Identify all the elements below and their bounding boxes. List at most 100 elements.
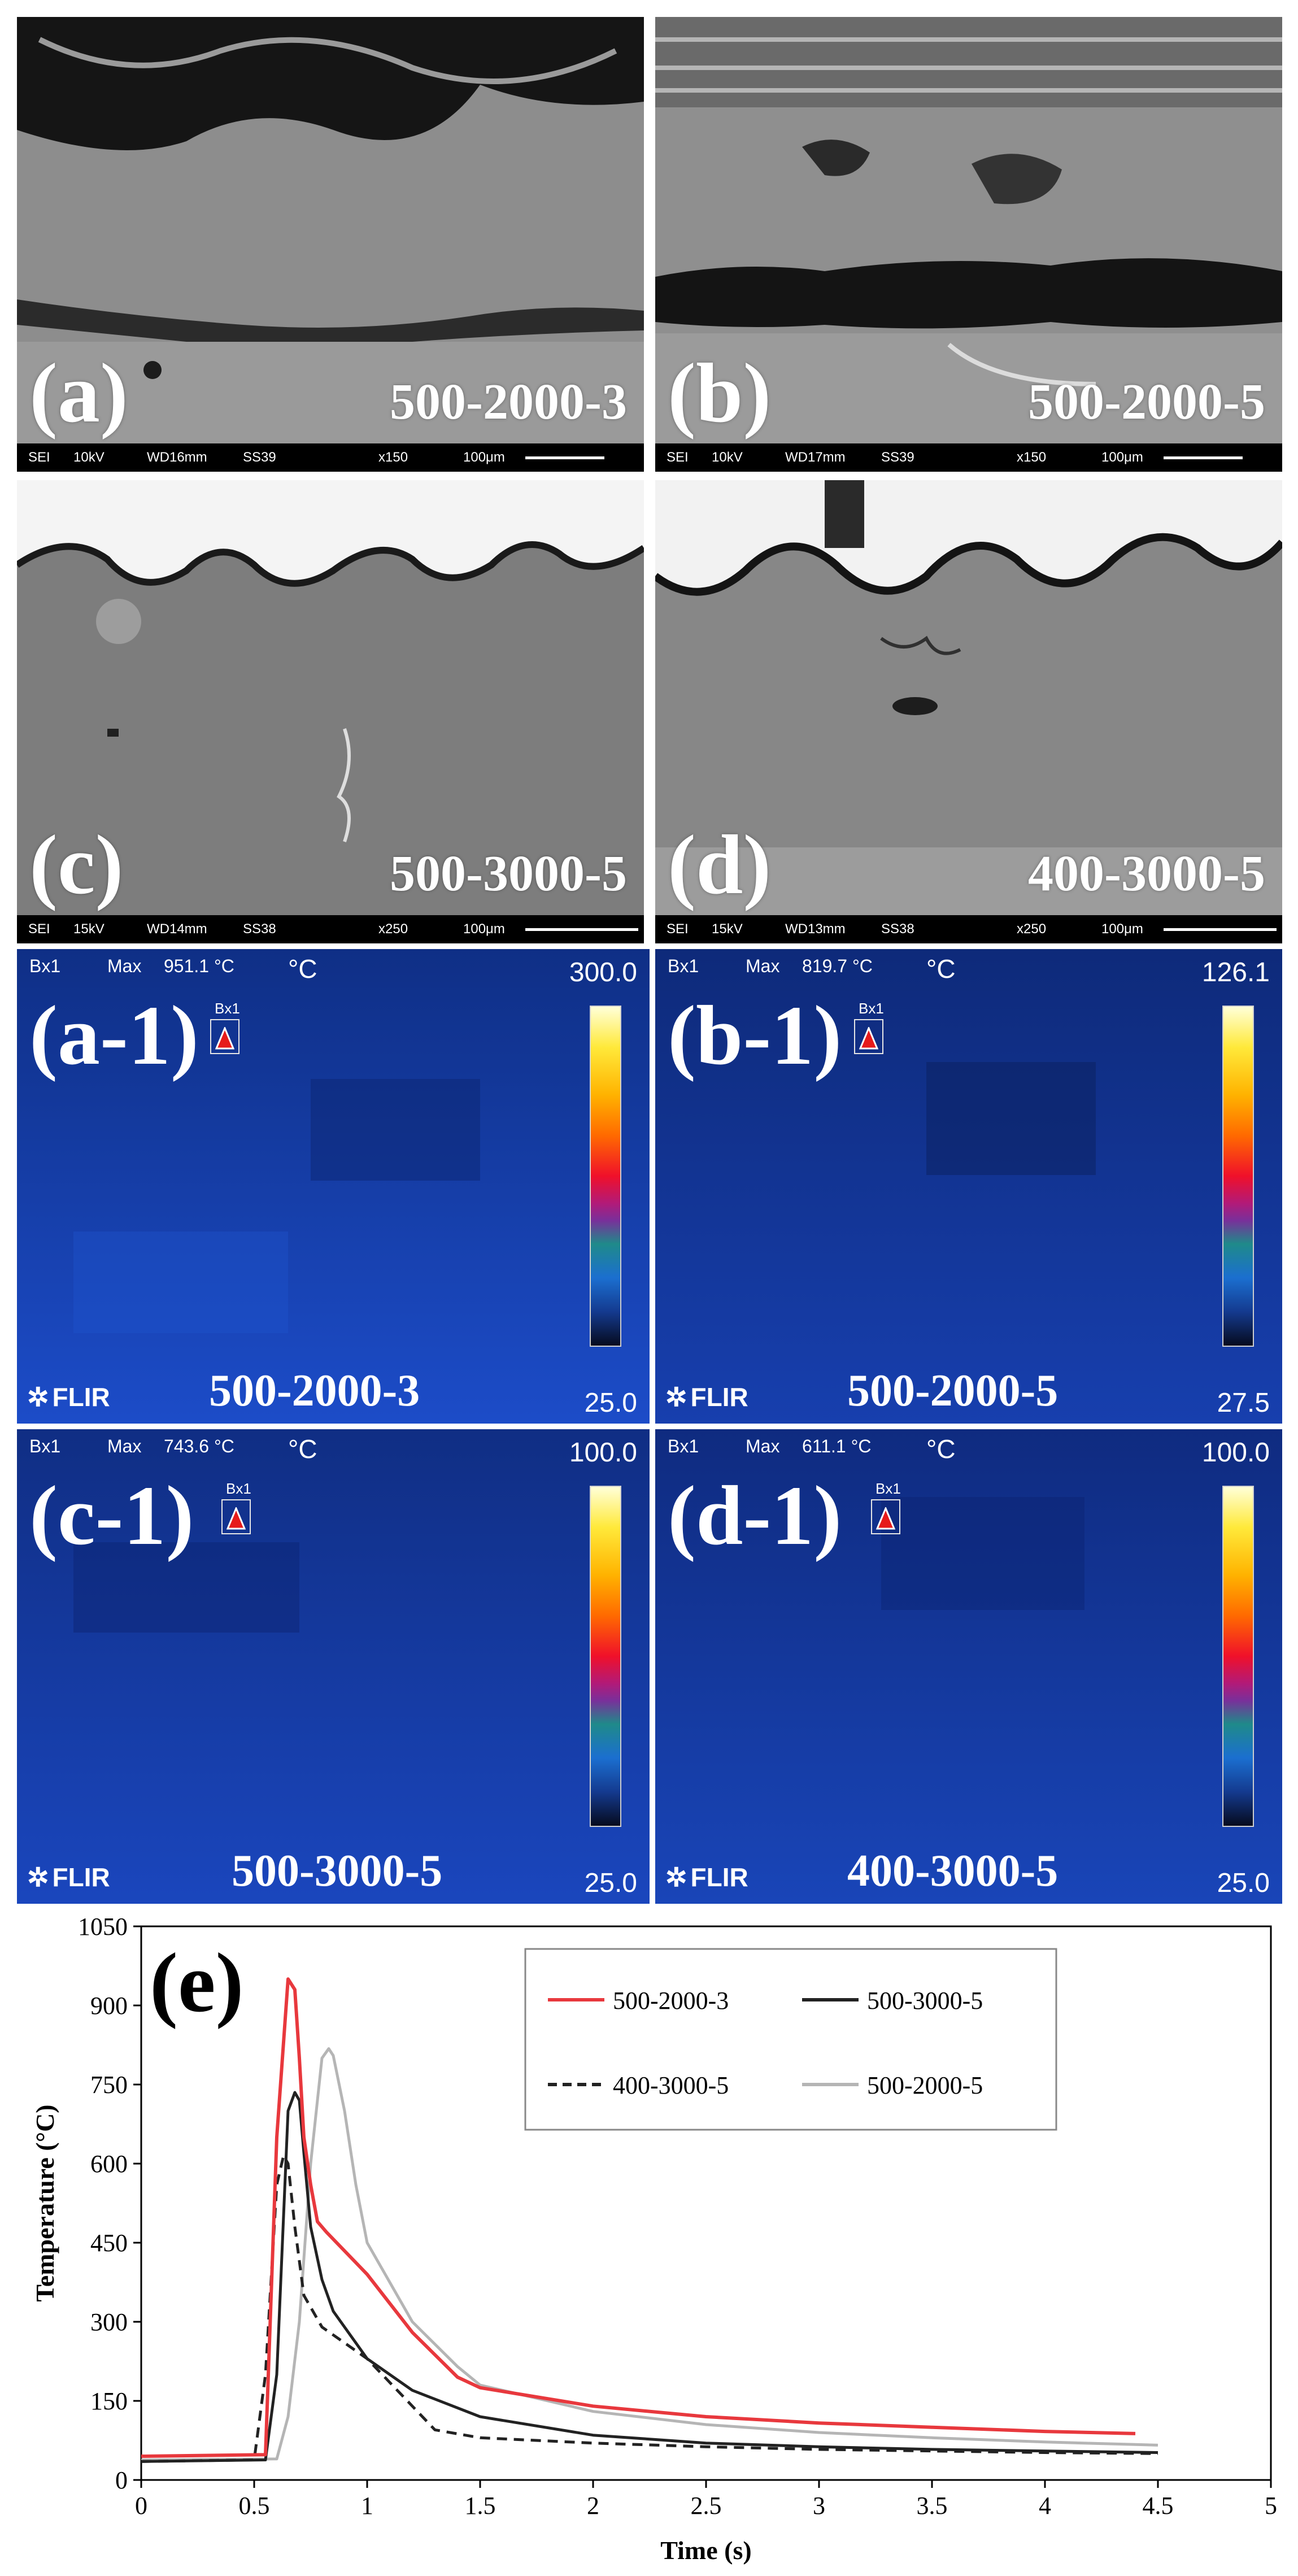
sem-mag: x150 <box>378 450 408 465</box>
sem-ss: SS38 <box>881 921 914 937</box>
sem-wd: WD16mm <box>147 450 207 465</box>
x-tick-label: 4 <box>1039 2492 1051 2520</box>
unit-label: °C <box>288 954 317 984</box>
sem-mode: SEI <box>28 921 50 937</box>
thermal-label: (a-1) <box>29 989 199 1082</box>
scale-min: 25.0 <box>584 1868 637 1898</box>
measurement-box <box>871 1499 900 1534</box>
max-value: 819.7 °C <box>802 956 873 976</box>
thermal-panel-b1: Bx1 Max 819.7 °C °C Bx1 (b-1) 500-2000-5… <box>655 949 1282 1424</box>
max-label: Max <box>746 1436 780 1456</box>
y-tick-label: 300 <box>90 2308 128 2336</box>
y-tick-label: 1050 <box>78 1913 128 1940</box>
scale-max: 126.1 <box>1201 958 1270 987</box>
sem-scale-text: 100μm <box>1101 921 1143 937</box>
box-tag: Bx1 <box>876 1480 901 1497</box>
scale-max: 100.0 <box>1201 1438 1270 1468</box>
sem-mode: SEI <box>667 450 689 465</box>
sem-label: (a) <box>29 346 128 440</box>
sem-kv: 10kV <box>712 450 743 465</box>
unit-label: °C <box>288 1434 317 1464</box>
y-tick-label: 450 <box>90 2229 128 2257</box>
color-scale-bar <box>590 1486 621 1827</box>
max-value: 611.1 °C <box>802 1436 872 1456</box>
unit-label: °C <box>926 954 956 984</box>
sem-ss: SS38 <box>243 921 276 937</box>
sem-label: (b) <box>668 346 772 440</box>
sem-mode: SEI <box>28 450 50 465</box>
box-tag: Bx1 <box>859 1000 884 1017</box>
x-tick-label: 5 <box>1265 2492 1277 2520</box>
sem-scale-text: 100μm <box>463 450 505 465</box>
box-tag: Bx1 <box>226 1480 251 1497</box>
sem-panel-b: (b) 500-2000-5 <box>655 17 1282 443</box>
sem-info-bar-b: SEI 10kV WD17mm SS39 x150 100μm <box>655 443 1282 472</box>
scale-max: 300.0 <box>569 958 637 987</box>
thermal-sample-label: 400-3000-5 <box>847 1846 1059 1896</box>
measurement-box <box>221 1499 251 1534</box>
thermal-panel-d1: Bx1 Max 611.1 °C °C Bx1 (d-1) 400-3000-5… <box>655 1429 1282 1904</box>
sem-scale-bar <box>1164 456 1243 459</box>
box-id: Bx1 <box>668 956 699 976</box>
thermal-panel-a1: Bx1 Max 951.1 °C °C Bx1 (a-1) 500-2000-3… <box>17 949 650 1424</box>
box-tag: Bx1 <box>215 1000 240 1017</box>
x-tick-label: 0.5 <box>239 2492 270 2520</box>
sem-info-bar-a: SEI 10kV WD16mm SS39 x150 100μm <box>17 443 644 472</box>
sem-sample-label: 400-3000-5 <box>1028 846 1265 902</box>
x-tick-label: 1.5 <box>465 2492 496 2520</box>
measurement-box <box>854 1019 883 1054</box>
sem-label: (d) <box>668 818 772 912</box>
flir-icon: ✲ <box>27 1382 49 1412</box>
series-lines <box>141 1977 1158 2463</box>
sem-scale-bar <box>525 928 638 931</box>
sem-ss: SS39 <box>243 450 276 465</box>
unit-label: °C <box>926 1434 956 1464</box>
sem-ss: SS39 <box>881 450 914 465</box>
thermal-label: (d-1) <box>668 1469 842 1563</box>
sem-panel-d: (d) 400-3000-5 <box>655 480 1282 915</box>
max-value: 951.1 °C <box>164 956 234 976</box>
max-value: 743.6 °C <box>164 1436 234 1456</box>
y-tick-label: 150 <box>90 2387 128 2415</box>
color-scale-bar <box>1222 1486 1254 1827</box>
flir-logo: ✲ FLIR <box>27 1382 110 1412</box>
scale-min: 25.0 <box>584 1388 637 1418</box>
max-label: Max <box>107 956 142 976</box>
thermal-panel-c1: Bx1 Max 743.6 °C °C Bx1 (c-1) 500-3000-5… <box>17 1429 650 1904</box>
sem-mag: x150 <box>1017 450 1047 465</box>
thermal-label: (b-1) <box>668 989 842 1082</box>
flir-logo: ✲ FLIR <box>665 1382 748 1412</box>
sem-wd: WD17mm <box>785 450 846 465</box>
x-tick-label: 3 <box>813 2492 825 2520</box>
max-label: Max <box>746 956 780 976</box>
scale-min: 27.5 <box>1217 1388 1270 1418</box>
sem-info-bar-d: SEI 15kV WD13mm SS38 x250 100μm <box>655 915 1282 943</box>
sem-wd: WD14mm <box>147 921 207 937</box>
y-tick-label: 600 <box>90 2150 128 2178</box>
flir-icon: ✲ <box>27 1863 49 1892</box>
sem-mag: x250 <box>1017 921 1047 937</box>
box-id: Bx1 <box>29 1436 61 1456</box>
measurement-box <box>210 1019 239 1054</box>
sem-scale-bar <box>1164 928 1277 931</box>
color-scale-bar <box>1222 1006 1254 1347</box>
scale-max: 100.0 <box>569 1438 637 1468</box>
flir-logo: ✲ FLIR <box>665 1863 748 1892</box>
y-axis-title: Temperature (°C) <box>31 2104 59 2301</box>
thermal-sample-label: 500-2000-5 <box>847 1366 1059 1416</box>
series-line-500-2000-3 <box>141 1977 1136 2458</box>
sem-mag: x250 <box>378 921 408 937</box>
y-tick-label: 750 <box>90 2071 128 2099</box>
color-scale-bar <box>590 1006 621 1347</box>
x-tick-label: 0 <box>135 2492 147 2520</box>
thermal-label: (c-1) <box>29 1469 194 1563</box>
x-tick-label: 4.5 <box>1143 2492 1174 2520</box>
legend-label: 500-2000-5 <box>867 2072 983 2099</box>
thermal-sample-label: 500-2000-3 <box>209 1366 420 1416</box>
axis-ticks: 0 0.5 1 1.5 2 2.5 3 3.5 4 4.5 5 0 150 300 450 600 750 900… <box>78 1913 1277 2520</box>
sem-kv: 15kV <box>712 921 743 937</box>
flir-icon: ✲ <box>665 1863 687 1892</box>
x-tick-label: 2.5 <box>691 2492 722 2520</box>
chart-panel-label: (e) <box>150 1936 243 2030</box>
